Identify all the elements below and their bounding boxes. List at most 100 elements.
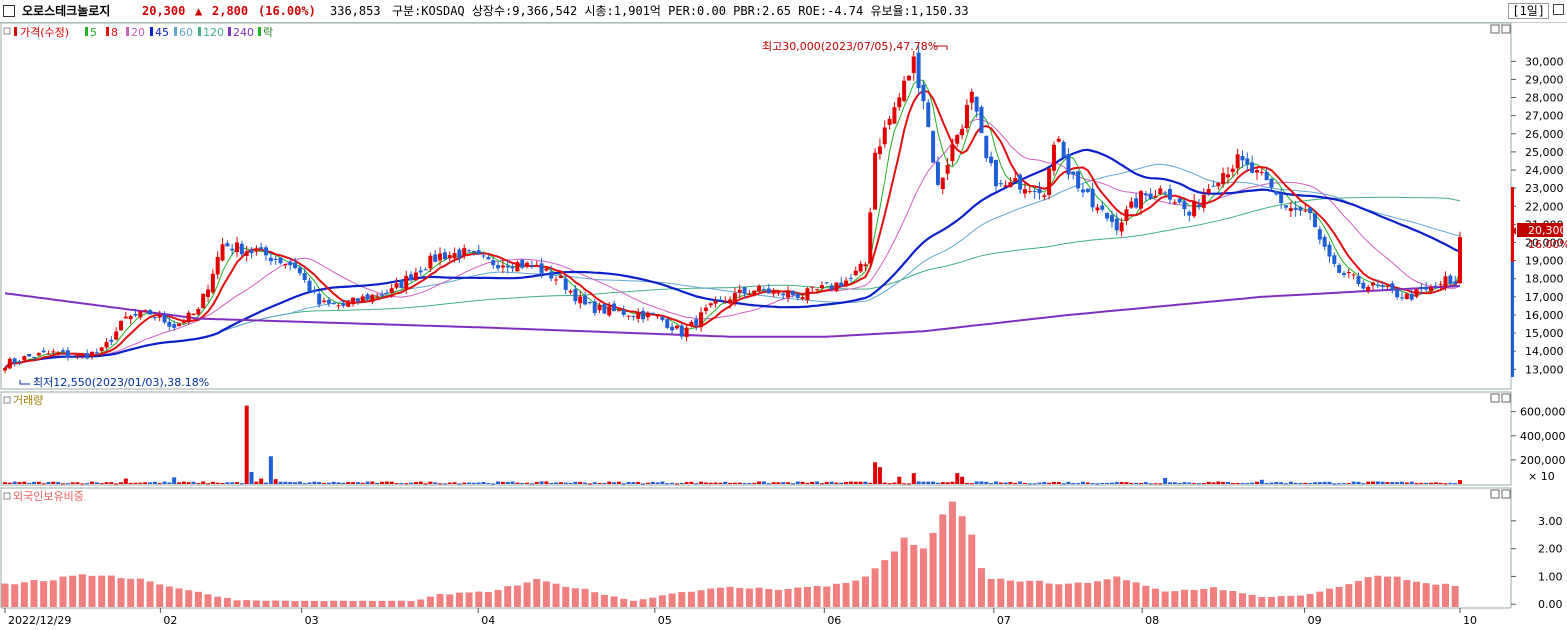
candle-body: [844, 280, 849, 287]
volume-bar: [950, 481, 955, 484]
candle-body: [786, 291, 791, 298]
foreign-bar: [204, 594, 212, 607]
volume-bar: [902, 483, 907, 485]
candle-body: [1221, 173, 1226, 185]
candle-body: [365, 294, 370, 300]
volume-bar: [12, 481, 17, 484]
candle-body: [742, 287, 747, 294]
candle-body: [877, 146, 882, 155]
candle-body: [1013, 178, 1018, 182]
volume-bar: [355, 482, 360, 484]
volume-bar: [346, 482, 351, 484]
volume-bar: [438, 483, 443, 485]
volume-bar: [244, 405, 249, 484]
candle-body: [703, 307, 708, 312]
volume-bar: [1414, 483, 1419, 485]
legend-ma120: 120: [203, 26, 224, 39]
foreign-bar: [997, 578, 1005, 607]
volume-bar: [70, 482, 75, 484]
foreign-bar: [687, 591, 695, 607]
panel-controls-price[interactable]: [1490, 24, 1511, 34]
volume-bar: [583, 482, 588, 484]
volume-tick-label: 400,000: [1520, 430, 1566, 443]
volume-bar: [597, 482, 602, 484]
volume-bar: [853, 481, 858, 484]
volume-bar: [442, 483, 447, 485]
volume-bar: [926, 481, 931, 484]
foreign-bar: [552, 583, 560, 607]
foreign-bar: [1364, 577, 1372, 607]
candle-body: [196, 308, 201, 315]
candle-body: [1042, 195, 1047, 197]
panel-controls-foreign[interactable]: [1490, 489, 1511, 499]
foreign-bar: [649, 597, 657, 607]
candle-body: [819, 285, 824, 289]
volume-bar: [892, 482, 897, 484]
trade-volume: 336,853: [330, 4, 381, 18]
foreign-tick-label: 3.00: [1538, 515, 1563, 528]
candle-body: [1076, 171, 1081, 189]
foreign-bar: [823, 586, 831, 607]
candle-body: [790, 291, 795, 296]
candle-body: [1283, 205, 1288, 208]
volume-bar: [351, 482, 356, 484]
volume-bar: [989, 483, 994, 485]
candle-body: [157, 314, 162, 318]
candle-body: [1095, 207, 1100, 211]
x-tick-label: 05: [658, 614, 672, 627]
volume-bar: [1264, 482, 1269, 484]
legend-price-swatch: [14, 27, 17, 36]
select-checkbox[interactable]: [3, 5, 15, 17]
volume-bar: [486, 482, 491, 484]
volume-bar: [491, 483, 496, 485]
volume-bar: [602, 482, 607, 484]
foreign-bar: [1142, 585, 1150, 607]
ma45-line: [4, 148, 1461, 369]
volume-tick-label: 600,000: [1520, 406, 1566, 419]
candle-body: [1148, 193, 1153, 200]
candle-body: [438, 253, 443, 261]
timeframe-button[interactable]: [1일]: [1508, 3, 1549, 19]
volume-bar: [525, 482, 530, 484]
candle-body: [90, 351, 95, 357]
volume-bar: [206, 483, 211, 485]
foreign-bar: [639, 599, 647, 607]
foreign-bar: [426, 596, 434, 607]
volume-bar: [413, 482, 418, 484]
candle-body: [1090, 189, 1095, 208]
volume-bar: [520, 483, 525, 485]
candle-body: [1399, 297, 1404, 299]
candle-body: [1235, 154, 1240, 169]
candle-body: [317, 293, 322, 305]
volume-bar: [728, 482, 733, 484]
volume-bar: [143, 482, 148, 484]
candle-body: [1003, 185, 1008, 187]
foreign-bar: [368, 600, 376, 607]
window-icon[interactable]: [1553, 4, 1564, 15]
candle-body: [201, 293, 206, 309]
volume-bar: [1443, 483, 1448, 485]
volume-bar: [1259, 479, 1264, 484]
panel-controls-volume[interactable]: [1490, 393, 1511, 403]
chart-canvas[interactable]: 13,000 14,000 15,000 16,000 17,000 18,000 19,0…: [0, 22, 1567, 630]
price-tick-label: 28,000: [1525, 92, 1564, 105]
volume-bar: [1138, 482, 1143, 484]
volume-bar: [699, 481, 704, 484]
candle-body: [1138, 191, 1143, 209]
foreign-bar: [1422, 583, 1430, 607]
volume-bar: [1438, 482, 1443, 484]
candle-body: [288, 261, 293, 266]
candle-body: [1047, 168, 1052, 195]
foreign-bar: [1084, 582, 1092, 607]
candle-body: [1395, 289, 1400, 298]
volume-bar: [230, 482, 235, 484]
candle-body: [177, 323, 182, 327]
candle-body: [143, 310, 148, 312]
volume-bar: [1225, 481, 1230, 484]
candle-body: [476, 250, 481, 255]
foreign-bar: [301, 600, 309, 607]
candle-body: [1458, 237, 1462, 284]
foreign-bar: [175, 588, 183, 607]
candle-body: [404, 275, 409, 290]
volume-bar: [273, 479, 278, 484]
